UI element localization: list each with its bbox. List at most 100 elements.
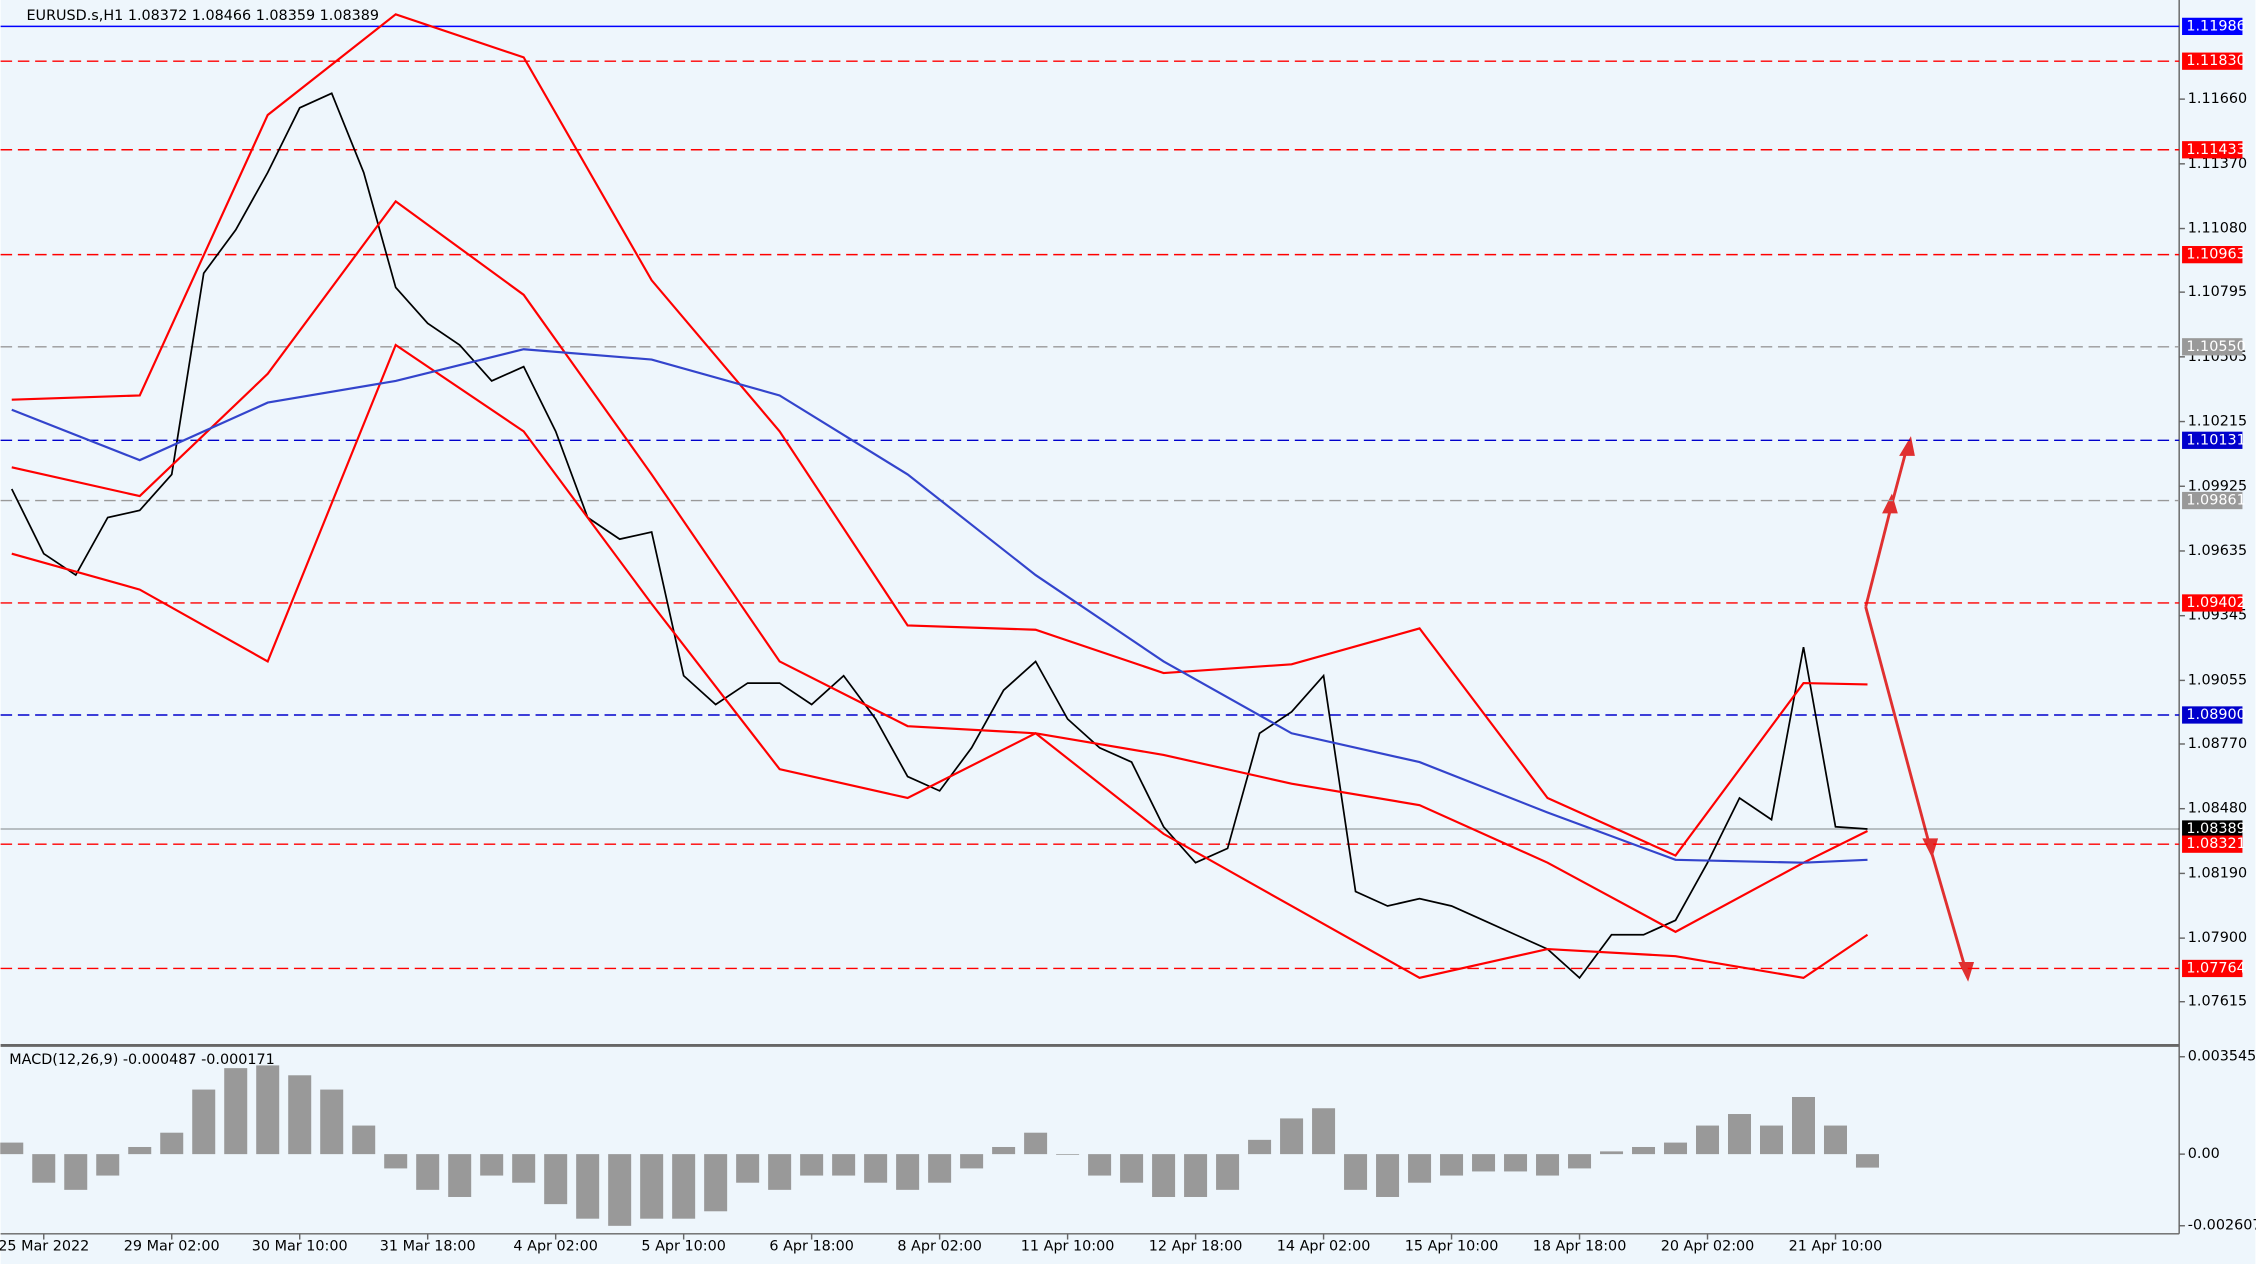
level-label: 1.08900 <box>2186 707 2245 723</box>
macd-bar <box>384 1154 408 1169</box>
macd-bar <box>64 1154 88 1190</box>
macd-bar <box>128 1146 152 1155</box>
x-tick-label: 11 Apr 10:00 <box>1021 1239 1115 1255</box>
x-tick-label: 30 Mar 10:00 <box>252 1239 348 1255</box>
y-tick-label: 1.11370 <box>2188 156 2247 172</box>
level-label: 1.09861 <box>2186 493 2245 509</box>
macd-bar <box>256 1065 280 1155</box>
level-label: 1.07764 <box>2186 960 2245 976</box>
macd-bar <box>1664 1142 1688 1155</box>
y-tick-label: 1.10215 <box>2188 414 2247 430</box>
macd-bar <box>1760 1125 1784 1155</box>
macd-bar <box>1344 1154 1368 1190</box>
y-tick-label: 1.08190 <box>2188 865 2247 881</box>
macd-bar <box>0 1142 24 1155</box>
macd-bar <box>1216 1154 1240 1190</box>
level-label: 1.11830 <box>2186 53 2245 69</box>
level-label: 1.08389 <box>2186 821 2245 837</box>
macd-bar <box>1568 1154 1592 1169</box>
y-tick-label: 1.07615 <box>2188 994 2247 1010</box>
x-tick-label: 21 Apr 10:00 <box>1789 1239 1883 1255</box>
macd-bar <box>1248 1139 1272 1155</box>
chart-title: EURUSD.s,H1 1.08372 1.08466 1.08359 1.08… <box>26 8 379 24</box>
series-line <box>10 92 1868 980</box>
macd-bar <box>512 1154 536 1183</box>
macd-bar <box>800 1154 824 1176</box>
x-tick-label: 31 Mar 18:00 <box>380 1239 476 1255</box>
macd-bar <box>704 1154 728 1212</box>
macd-bar <box>768 1154 792 1190</box>
x-tick-label: 20 Apr 02:00 <box>1661 1239 1755 1255</box>
level-label: 1.10963 <box>2186 247 2245 263</box>
x-tick-label: 4 Apr 02:00 <box>513 1239 598 1255</box>
macd-bar <box>928 1154 952 1183</box>
macd-bar <box>896 1154 920 1190</box>
level-label: 1.11433 <box>2186 142 2245 158</box>
x-tick-label: 29 Mar 02:00 <box>124 1239 220 1255</box>
level-label-box <box>2182 52 2243 70</box>
y-tick-label: 1.09345 <box>2188 608 2247 624</box>
y-tick-label: 1.08480 <box>2188 801 2247 817</box>
macd-bar <box>288 1075 312 1155</box>
level-label-box <box>2182 338 2243 356</box>
level-label: 1.09402 <box>2186 595 2245 611</box>
macd-bar <box>576 1154 600 1219</box>
x-tick-label: 5 Apr 10:00 <box>641 1239 726 1255</box>
macd-bar <box>320 1089 344 1155</box>
y-tick-label: -0.002607 <box>2188 1218 2256 1234</box>
y-tick-label: 1.11080 <box>2188 221 2247 237</box>
x-tick-label: 14 Apr 02:00 <box>1277 1239 1371 1255</box>
y-tick-label: 1.09925 <box>2188 478 2247 494</box>
macd-bar <box>672 1154 696 1219</box>
macd-title: MACD(12,26,9) -0.000487 -0.000171 <box>9 1052 275 1068</box>
macd-bar <box>1152 1154 1176 1197</box>
macd-bar <box>1024 1132 1048 1155</box>
y-tick-label: 1.09635 <box>2188 543 2247 559</box>
macd-bar <box>1120 1154 1144 1183</box>
macd-bar <box>96 1154 120 1176</box>
y-tick-label: 1.11660 <box>2188 91 2247 107</box>
level-label-box <box>2182 246 2243 264</box>
macd-bar <box>1823 1125 1847 1155</box>
macd-bar <box>416 1154 440 1190</box>
macd-bar <box>608 1154 632 1226</box>
macd-bar <box>832 1154 856 1176</box>
macd-bar <box>1280 1118 1304 1155</box>
macd-bar <box>1696 1125 1720 1155</box>
macd-bar <box>1184 1154 1208 1197</box>
level-label-box <box>2182 17 2243 36</box>
level-label-box <box>2182 491 2243 510</box>
macd-bar <box>544 1154 568 1205</box>
macd-bar <box>992 1146 1016 1155</box>
macd-bar <box>160 1132 184 1155</box>
series-line <box>11 348 1868 864</box>
level-label: 1.08321 <box>2186 836 2245 852</box>
y-tick-label: 0.00 <box>2188 1146 2220 1162</box>
macd-bar <box>864 1154 888 1183</box>
x-tick-label: 25 Mar 2022 <box>0 1239 89 1255</box>
level-label-box <box>2182 594 2243 612</box>
level-label-box <box>2182 706 2243 724</box>
macd-bar <box>1472 1154 1496 1172</box>
macd-bar <box>1408 1154 1432 1183</box>
level-label: 1.10131 <box>2186 432 2245 448</box>
y-tick-label: 1.07900 <box>2188 930 2247 946</box>
series-line <box>11 13 1868 857</box>
y-tick-label: 1.10795 <box>2188 284 2247 300</box>
level-label-box <box>2182 431 2243 449</box>
macd-bar <box>1728 1114 1752 1155</box>
macd-bar <box>1376 1154 1400 1197</box>
macd-bar <box>192 1089 216 1155</box>
level-label-box <box>2182 835 2243 853</box>
level-label-box <box>2182 820 2243 838</box>
macd-bar <box>352 1125 376 1155</box>
macd-bar <box>224 1068 248 1155</box>
level-label: 1.10550 <box>2186 339 2245 355</box>
macd-bar <box>736 1154 760 1183</box>
macd-bar <box>448 1154 472 1197</box>
series-line <box>11 199 1868 934</box>
macd-bar <box>1088 1154 1112 1176</box>
macd-bar <box>1312 1108 1336 1155</box>
